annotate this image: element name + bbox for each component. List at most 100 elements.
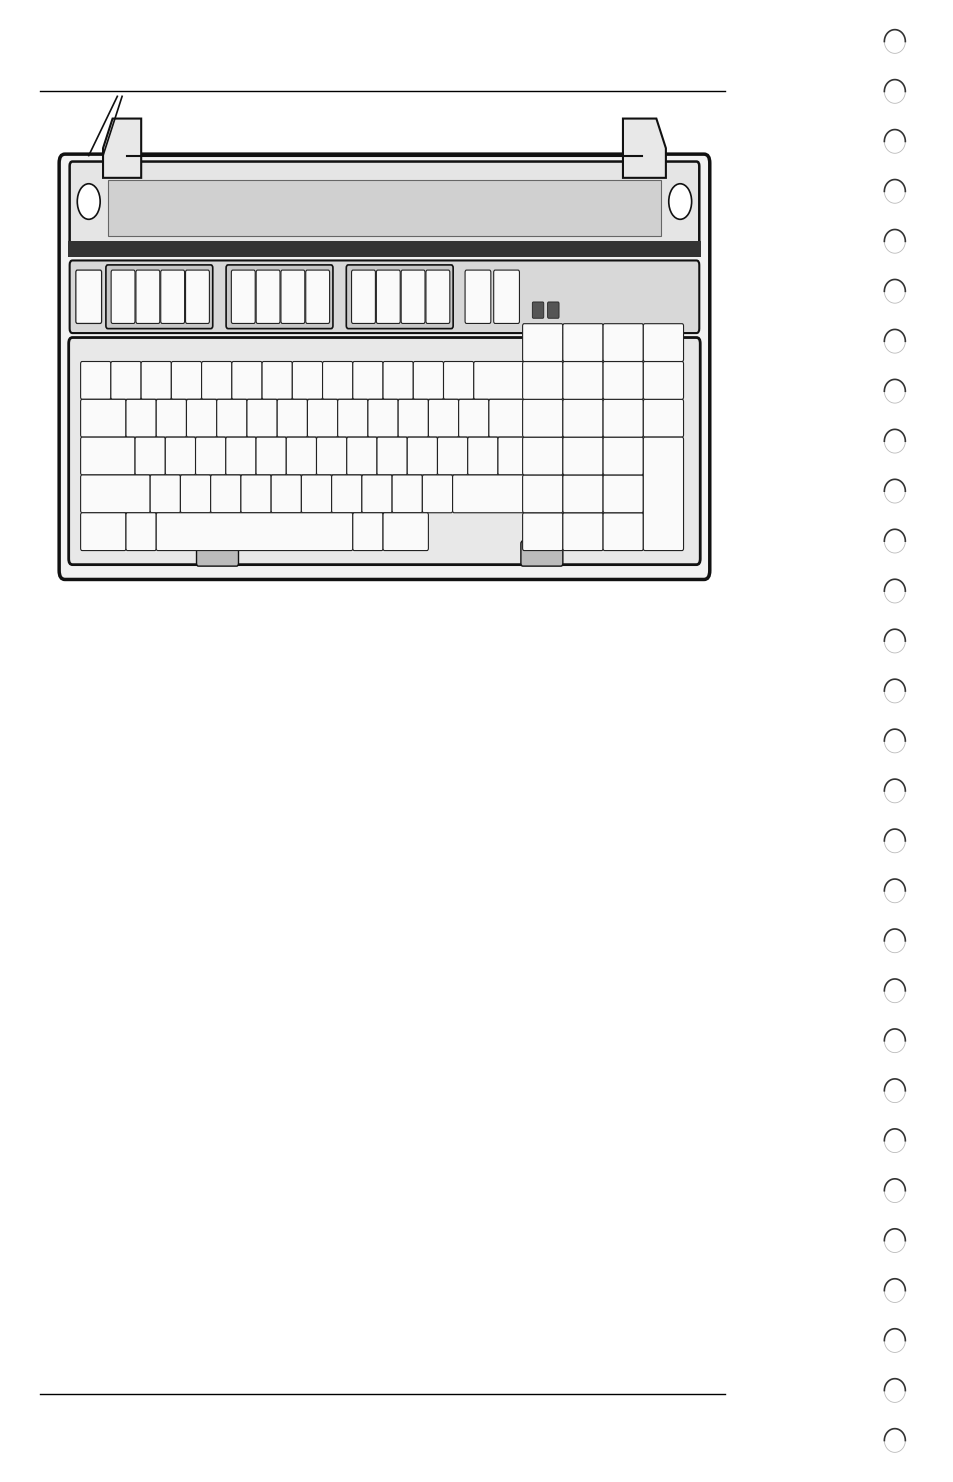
FancyBboxPatch shape <box>642 399 683 437</box>
FancyBboxPatch shape <box>382 362 413 399</box>
FancyBboxPatch shape <box>81 474 150 513</box>
FancyBboxPatch shape <box>69 338 700 565</box>
FancyBboxPatch shape <box>562 323 602 362</box>
FancyBboxPatch shape <box>382 513 428 550</box>
FancyBboxPatch shape <box>305 270 330 323</box>
FancyBboxPatch shape <box>346 437 376 474</box>
Polygon shape <box>622 119 665 178</box>
FancyBboxPatch shape <box>337 399 368 437</box>
FancyBboxPatch shape <box>376 437 407 474</box>
FancyBboxPatch shape <box>532 302 543 319</box>
FancyBboxPatch shape <box>353 513 382 550</box>
FancyBboxPatch shape <box>172 362 201 399</box>
FancyBboxPatch shape <box>346 265 453 329</box>
FancyBboxPatch shape <box>458 399 488 437</box>
Bar <box>68 242 700 258</box>
FancyBboxPatch shape <box>70 162 699 247</box>
FancyBboxPatch shape <box>443 362 474 399</box>
FancyBboxPatch shape <box>642 323 683 362</box>
FancyBboxPatch shape <box>241 474 271 513</box>
FancyBboxPatch shape <box>247 399 277 437</box>
FancyBboxPatch shape <box>361 474 392 513</box>
FancyBboxPatch shape <box>547 302 558 319</box>
FancyBboxPatch shape <box>497 437 564 474</box>
FancyBboxPatch shape <box>494 270 518 323</box>
FancyBboxPatch shape <box>407 437 437 474</box>
FancyBboxPatch shape <box>413 362 443 399</box>
FancyBboxPatch shape <box>292 362 322 399</box>
FancyBboxPatch shape <box>522 513 562 550</box>
FancyBboxPatch shape <box>562 513 602 550</box>
Circle shape <box>77 184 100 219</box>
FancyBboxPatch shape <box>255 270 280 323</box>
FancyBboxPatch shape <box>642 437 683 550</box>
FancyBboxPatch shape <box>186 399 216 437</box>
FancyBboxPatch shape <box>211 474 241 513</box>
FancyBboxPatch shape <box>135 270 159 323</box>
FancyBboxPatch shape <box>602 474 642 513</box>
FancyBboxPatch shape <box>81 399 126 437</box>
FancyBboxPatch shape <box>400 270 424 323</box>
FancyBboxPatch shape <box>160 270 185 323</box>
FancyBboxPatch shape <box>425 270 450 323</box>
FancyBboxPatch shape <box>332 474 361 513</box>
FancyBboxPatch shape <box>562 399 602 437</box>
FancyBboxPatch shape <box>488 399 534 437</box>
FancyBboxPatch shape <box>437 437 467 474</box>
FancyBboxPatch shape <box>195 437 226 474</box>
FancyBboxPatch shape <box>226 437 255 474</box>
FancyBboxPatch shape <box>76 270 102 323</box>
FancyBboxPatch shape <box>201 362 232 399</box>
FancyBboxPatch shape <box>286 437 316 474</box>
FancyBboxPatch shape <box>602 513 642 550</box>
FancyBboxPatch shape <box>165 437 195 474</box>
FancyBboxPatch shape <box>642 362 683 399</box>
FancyBboxPatch shape <box>522 323 562 362</box>
FancyBboxPatch shape <box>316 437 346 474</box>
FancyBboxPatch shape <box>522 474 562 513</box>
FancyBboxPatch shape <box>135 437 165 474</box>
FancyBboxPatch shape <box>59 154 709 579</box>
FancyBboxPatch shape <box>368 399 397 437</box>
FancyBboxPatch shape <box>522 399 562 437</box>
FancyBboxPatch shape <box>522 362 562 399</box>
FancyBboxPatch shape <box>301 474 332 513</box>
FancyBboxPatch shape <box>111 270 135 323</box>
FancyBboxPatch shape <box>467 437 497 474</box>
FancyBboxPatch shape <box>351 270 375 323</box>
FancyBboxPatch shape <box>180 474 211 513</box>
FancyBboxPatch shape <box>307 399 337 437</box>
FancyBboxPatch shape <box>602 437 642 474</box>
FancyBboxPatch shape <box>255 437 286 474</box>
FancyBboxPatch shape <box>392 474 422 513</box>
FancyBboxPatch shape <box>522 437 562 474</box>
FancyBboxPatch shape <box>422 474 452 513</box>
FancyBboxPatch shape <box>428 399 458 437</box>
FancyBboxPatch shape <box>111 362 141 399</box>
FancyBboxPatch shape <box>231 270 255 323</box>
FancyBboxPatch shape <box>452 474 534 513</box>
FancyBboxPatch shape <box>126 513 156 550</box>
Bar <box>108 181 660 236</box>
FancyBboxPatch shape <box>602 323 642 362</box>
FancyBboxPatch shape <box>81 437 135 474</box>
FancyBboxPatch shape <box>322 362 353 399</box>
FancyBboxPatch shape <box>375 270 400 323</box>
FancyBboxPatch shape <box>216 399 247 437</box>
FancyBboxPatch shape <box>156 513 353 550</box>
Polygon shape <box>103 119 141 178</box>
FancyBboxPatch shape <box>464 270 490 323</box>
FancyBboxPatch shape <box>353 362 382 399</box>
Circle shape <box>668 184 691 219</box>
FancyBboxPatch shape <box>474 362 534 399</box>
FancyBboxPatch shape <box>185 270 209 323</box>
FancyBboxPatch shape <box>562 474 602 513</box>
FancyBboxPatch shape <box>141 362 172 399</box>
FancyBboxPatch shape <box>271 474 301 513</box>
FancyBboxPatch shape <box>156 399 186 437</box>
FancyBboxPatch shape <box>196 541 238 566</box>
FancyBboxPatch shape <box>562 437 602 474</box>
FancyBboxPatch shape <box>150 474 180 513</box>
FancyBboxPatch shape <box>70 261 699 333</box>
FancyBboxPatch shape <box>602 399 642 437</box>
